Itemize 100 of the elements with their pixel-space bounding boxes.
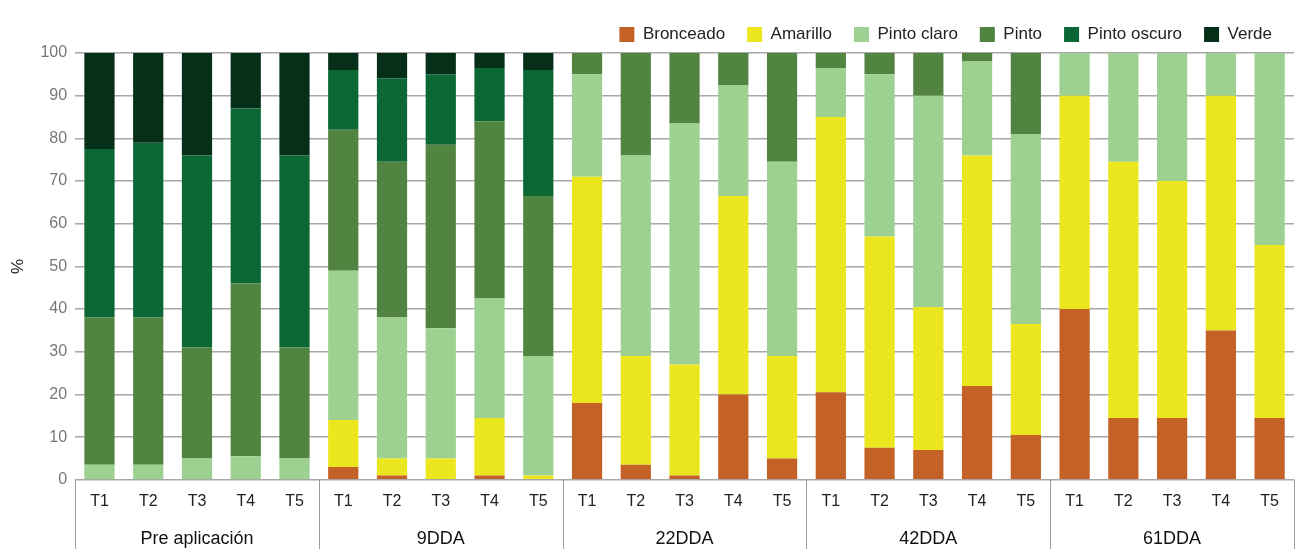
bar: [620, 464, 651, 480]
bar: [1108, 53, 1139, 162]
bar: [181, 458, 213, 480]
bar: [718, 53, 749, 86]
bar: [328, 53, 359, 71]
bar: [1156, 53, 1188, 182]
bar: [181, 347, 213, 459]
x-tick-label: T2: [1114, 491, 1133, 509]
bar: [913, 95, 944, 307]
bar: [1205, 330, 1236, 480]
bar: [620, 53, 651, 156]
bar: [279, 155, 310, 348]
y-tick-label: 20: [49, 384, 68, 402]
bar: [181, 53, 213, 156]
text: 42DDA: [899, 527, 958, 548]
bar: [669, 123, 700, 365]
y-axis-title: %: [7, 258, 27, 274]
bar: [766, 458, 798, 480]
bar: [766, 356, 798, 459]
bar: [425, 53, 456, 75]
bar: [815, 53, 846, 68]
legend-label: Pinto claro: [877, 24, 958, 44]
bar: [669, 53, 700, 124]
x-tick-label: T5: [528, 491, 548, 509]
legend-label: Pinto: [1003, 24, 1043, 44]
bar: [766, 53, 798, 162]
bar: [1010, 324, 1041, 435]
x-tick-label: T1: [333, 491, 353, 509]
y-tick-label: 90: [49, 86, 68, 104]
bar: [474, 417, 505, 476]
legend-label: Amarillo: [770, 24, 833, 44]
bar: [1010, 434, 1041, 480]
bar: [230, 283, 261, 457]
bar: [376, 161, 408, 318]
x-tick-label: T4: [723, 491, 743, 509]
x-tick-label: T1: [90, 491, 109, 509]
x-tick-label: T3: [187, 491, 207, 509]
bar: [913, 449, 944, 480]
bar: [133, 317, 164, 465]
bar: [571, 74, 603, 177]
x-tick-label: T5: [285, 491, 304, 509]
bar: [620, 155, 651, 357]
text: 9DDA: [416, 527, 465, 548]
bar: [1254, 417, 1285, 480]
bar: [961, 385, 993, 480]
bar: [913, 306, 944, 450]
bar: [571, 53, 603, 75]
bar: [376, 458, 408, 476]
bar: [718, 394, 749, 480]
bar: [961, 61, 993, 156]
bar: [815, 392, 846, 480]
bar: [425, 328, 456, 459]
bar: [425, 144, 456, 329]
bar: [425, 458, 456, 480]
bar: [766, 161, 798, 357]
bar: [815, 117, 846, 393]
bar: [1010, 134, 1041, 325]
bar: [425, 74, 456, 145]
bar: [571, 402, 603, 480]
bar: [523, 356, 554, 476]
x-tick-label: T1: [821, 491, 841, 509]
x-tick-label: T2: [138, 491, 158, 509]
bar: [133, 142, 164, 318]
bar: [1059, 95, 1090, 310]
x-tick-label: T3: [675, 491, 694, 509]
x-tick-label: T4: [236, 491, 256, 509]
y-tick-label: 40: [49, 299, 68, 317]
bar: [84, 317, 115, 465]
x-tick-label: T2: [626, 491, 646, 509]
bar: [474, 298, 505, 418]
bar: [523, 195, 554, 357]
x-tick-label: T4: [1211, 491, 1231, 509]
bar: [523, 70, 554, 196]
bar: [474, 53, 505, 68]
y-tick-label: 60: [49, 214, 68, 232]
bar: [913, 53, 944, 96]
bar: [474, 67, 505, 122]
bar: [279, 53, 310, 156]
bar: [571, 176, 603, 403]
bar: [864, 53, 895, 75]
x-tick-label: T4: [480, 491, 499, 509]
bar: [328, 420, 359, 467]
bar: [620, 356, 651, 465]
x-tick-label: T5: [1016, 491, 1036, 509]
x-tick-label: T4: [967, 491, 987, 509]
x-tick-label: T5: [1260, 491, 1280, 509]
legend-label: Pinto oscuro: [1087, 24, 1183, 44]
bar: [961, 155, 993, 386]
y-tick-label: 10: [49, 427, 68, 445]
x-tick-label: T2: [382, 491, 402, 509]
legend-label: Bronceado: [642, 24, 726, 44]
y-tick-label: 50: [49, 256, 68, 274]
x-tick-label: T2: [870, 491, 890, 509]
y-tick-label: 80: [49, 128, 68, 146]
bar: [328, 129, 359, 271]
bar: [84, 53, 115, 150]
bar: [230, 456, 261, 480]
bar: [230, 108, 261, 284]
bar: [84, 464, 115, 480]
bar: [1156, 417, 1188, 480]
